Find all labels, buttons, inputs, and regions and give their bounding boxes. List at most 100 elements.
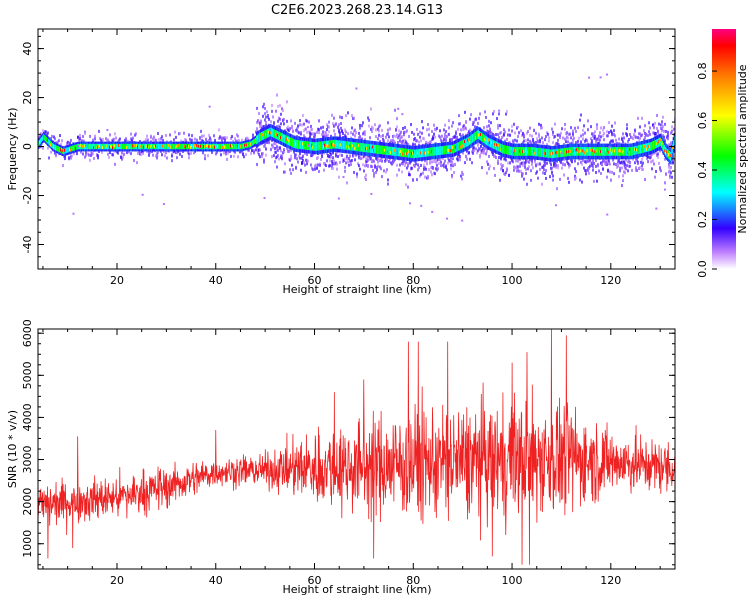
spectrogram-cell — [312, 152, 314, 156]
spectrogram-cell — [500, 131, 502, 135]
spectrogram-cell — [486, 171, 488, 175]
spectrogram-cell — [540, 148, 542, 157]
spectrogram-cell — [346, 157, 348, 161]
spectrogram-cell — [174, 143, 176, 150]
spectrogram-cell — [271, 109, 273, 113]
spectrogram-cell — [364, 133, 366, 137]
spectrogram-cell — [673, 140, 675, 150]
spectrogram-cell — [492, 112, 494, 116]
spectrogram-cell — [671, 175, 673, 179]
spectrogram-cell — [299, 156, 301, 160]
spectrogram-cell — [342, 131, 344, 135]
snr-panel: 20 40 60 80 100 120 100020003000400050006000 … — [6, 319, 676, 596]
spectrogram-cell — [362, 163, 364, 167]
spectrogram-cell — [548, 139, 550, 143]
spectrogram-cell — [58, 146, 60, 152]
spectrogram-cell — [267, 129, 269, 138]
spectrogram-cell — [290, 154, 292, 158]
spectrogram-cell — [444, 159, 446, 163]
spectrogram-cell — [400, 130, 402, 134]
spectrogram-cell — [368, 143, 370, 153]
spectrogram-cell — [603, 126, 605, 130]
spectrogram-cell — [335, 139, 337, 149]
spectrogram-cell — [590, 137, 592, 141]
spectrogram-cell — [415, 162, 417, 166]
spectrogram-cell — [671, 148, 673, 157]
spectrogram-cell — [359, 123, 361, 127]
spectrogram-cell — [349, 154, 351, 158]
spectrogram-cell — [650, 155, 652, 159]
spectrogram-cell — [50, 150, 52, 154]
spectrogram-cell — [421, 131, 423, 135]
spectrogram-cell — [163, 143, 165, 150]
spectrogram-cell — [599, 76, 602, 79]
spectrogram-cell — [599, 138, 601, 142]
spectrogram-cell — [419, 130, 421, 134]
spectrogram-cell — [654, 175, 656, 179]
spectrogram-cell — [659, 167, 661, 171]
spectrogram-cell — [544, 138, 546, 142]
spectrogram-cell — [459, 132, 461, 136]
spectrogram-cell — [83, 139, 85, 143]
spectrogram-cell — [347, 160, 349, 164]
spectrogram-cell — [572, 132, 574, 136]
spectrogram-cell — [160, 143, 162, 150]
spectrogram-cell — [371, 130, 373, 134]
spectrogram-cell — [289, 168, 291, 172]
spectrogram-cell — [290, 149, 292, 153]
spectrogram-cell — [451, 160, 453, 164]
spectrogram-cell — [94, 137, 96, 141]
spectrogram-cell — [469, 128, 471, 132]
spectrogram-cell — [378, 145, 380, 154]
spectrogram-cell — [656, 114, 658, 118]
spectrogram-cell — [629, 164, 631, 168]
spectrogram-cell — [299, 140, 301, 149]
spectrogram-cell — [626, 164, 628, 168]
spectrogram-cell — [339, 131, 341, 135]
spectrogram-cell — [291, 137, 293, 147]
spectrogram-cell — [353, 153, 355, 157]
spectrogram-cell — [600, 126, 602, 130]
spectrogram-cell — [663, 135, 665, 139]
spectrogram-cell — [586, 139, 588, 143]
spectrogram-cell — [642, 167, 644, 171]
spectrogram-cell — [359, 167, 361, 171]
spectrogram-cell — [526, 147, 528, 156]
spectrogram-cell — [574, 174, 576, 178]
spectrogram-cell — [264, 141, 266, 145]
spectrogram-cell — [563, 148, 565, 157]
spectrogram-cell — [651, 167, 653, 171]
spectrogram-cell — [486, 136, 488, 145]
spectrogram-cell — [209, 136, 211, 140]
spectrogram-cell — [321, 155, 323, 159]
spectrogram-cell — [84, 132, 86, 136]
spectrogram-cell — [375, 170, 377, 174]
spectrogram-cell — [648, 121, 650, 125]
spectrogram-cell — [228, 143, 230, 150]
spectrogram-cell — [596, 127, 598, 131]
spectrogram-cell — [161, 153, 163, 157]
spectrogram-cell — [537, 162, 539, 166]
spectrogram-cell — [67, 147, 69, 153]
spectrogram-cell — [321, 152, 323, 156]
spectrogram-cell — [367, 143, 369, 153]
spectrogram-cell — [670, 165, 672, 169]
spectrogram-cell — [76, 152, 78, 156]
spectrogram-cell — [402, 126, 404, 130]
spectrogram-cell — [299, 119, 301, 123]
spectrogram-cell — [579, 118, 581, 122]
spectrogram-cell — [208, 133, 210, 137]
spectrogram-cell — [335, 154, 337, 158]
colorbar-tick-label: 0.0 — [696, 260, 709, 278]
spectrogram-cell — [616, 141, 618, 145]
spectrogram-cell — [186, 143, 188, 150]
spectrogram-cell — [42, 146, 44, 150]
spectrogram-cell — [256, 106, 258, 110]
spectrogram-cell — [373, 144, 375, 154]
spectrogram-cell — [333, 116, 335, 120]
spectrogram-cell — [42, 129, 44, 133]
spectrogram-cell — [663, 188, 666, 191]
spectrogram-cell — [479, 112, 481, 116]
spectrogram-cell — [479, 153, 481, 157]
spectrogram-cell — [647, 133, 649, 137]
